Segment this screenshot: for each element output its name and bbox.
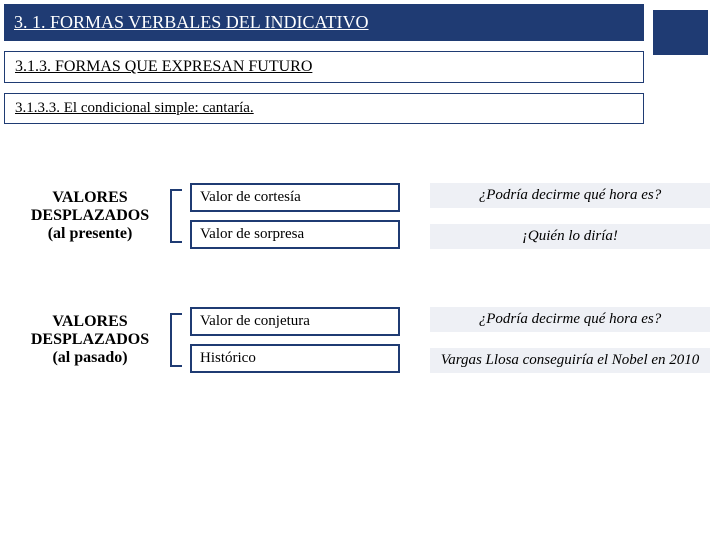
value-box: Valor de cortesía xyxy=(190,183,400,212)
bracket-icon xyxy=(170,303,184,377)
value-box: Valor de sorpresa xyxy=(190,220,400,249)
values-column: Valor de conjetura Histórico xyxy=(190,303,400,377)
values-column: Valor de cortesía Valor de sorpresa xyxy=(190,179,400,253)
bracket-icon xyxy=(170,179,184,253)
example-box: ¿Podría decirme qué hora es? xyxy=(430,307,710,332)
group-presente: VALORES DESPLAZADOS (al presente) Valor … xyxy=(10,179,710,253)
main-header: 3. 1. FORMAS VERBALES DEL INDICATIVO xyxy=(4,4,644,41)
decorative-square xyxy=(653,10,708,55)
label-line: DESPLAZADOS xyxy=(31,331,149,348)
examples-column: ¿Podría decirme qué hora es? Vargas Llos… xyxy=(430,303,710,377)
label-line: (al presente) xyxy=(48,225,133,242)
label-line: VALORES xyxy=(52,189,127,206)
sub-header-1: 3.1.3. FORMAS QUE EXPRESAN FUTURO xyxy=(4,51,644,83)
example-box: ¡Quién lo diría! xyxy=(430,224,710,249)
sub-header-2: 3.1.3.3. El condicional simple: cantaría… xyxy=(4,93,644,124)
label-line: (al pasado) xyxy=(52,349,127,366)
group-pasado: VALORES DESPLAZADOS (al pasado) Valor de… xyxy=(10,303,710,377)
example-box: ¿Podría decirme qué hora es? xyxy=(430,183,710,208)
content-area: VALORES DESPLAZADOS (al presente) Valor … xyxy=(0,179,720,377)
label-line: DESPLAZADOS xyxy=(31,207,149,224)
example-box: Vargas Llosa conseguiría el Nobel en 201… xyxy=(430,348,710,373)
group-label: VALORES DESPLAZADOS (al pasado) xyxy=(10,303,170,377)
examples-column: ¿Podría decirme qué hora es? ¡Quién lo d… xyxy=(430,179,710,253)
group-label: VALORES DESPLAZADOS (al presente) xyxy=(10,179,170,253)
value-box: Valor de conjetura xyxy=(190,307,400,336)
label-line: VALORES xyxy=(52,313,127,330)
value-box: Histórico xyxy=(190,344,400,373)
